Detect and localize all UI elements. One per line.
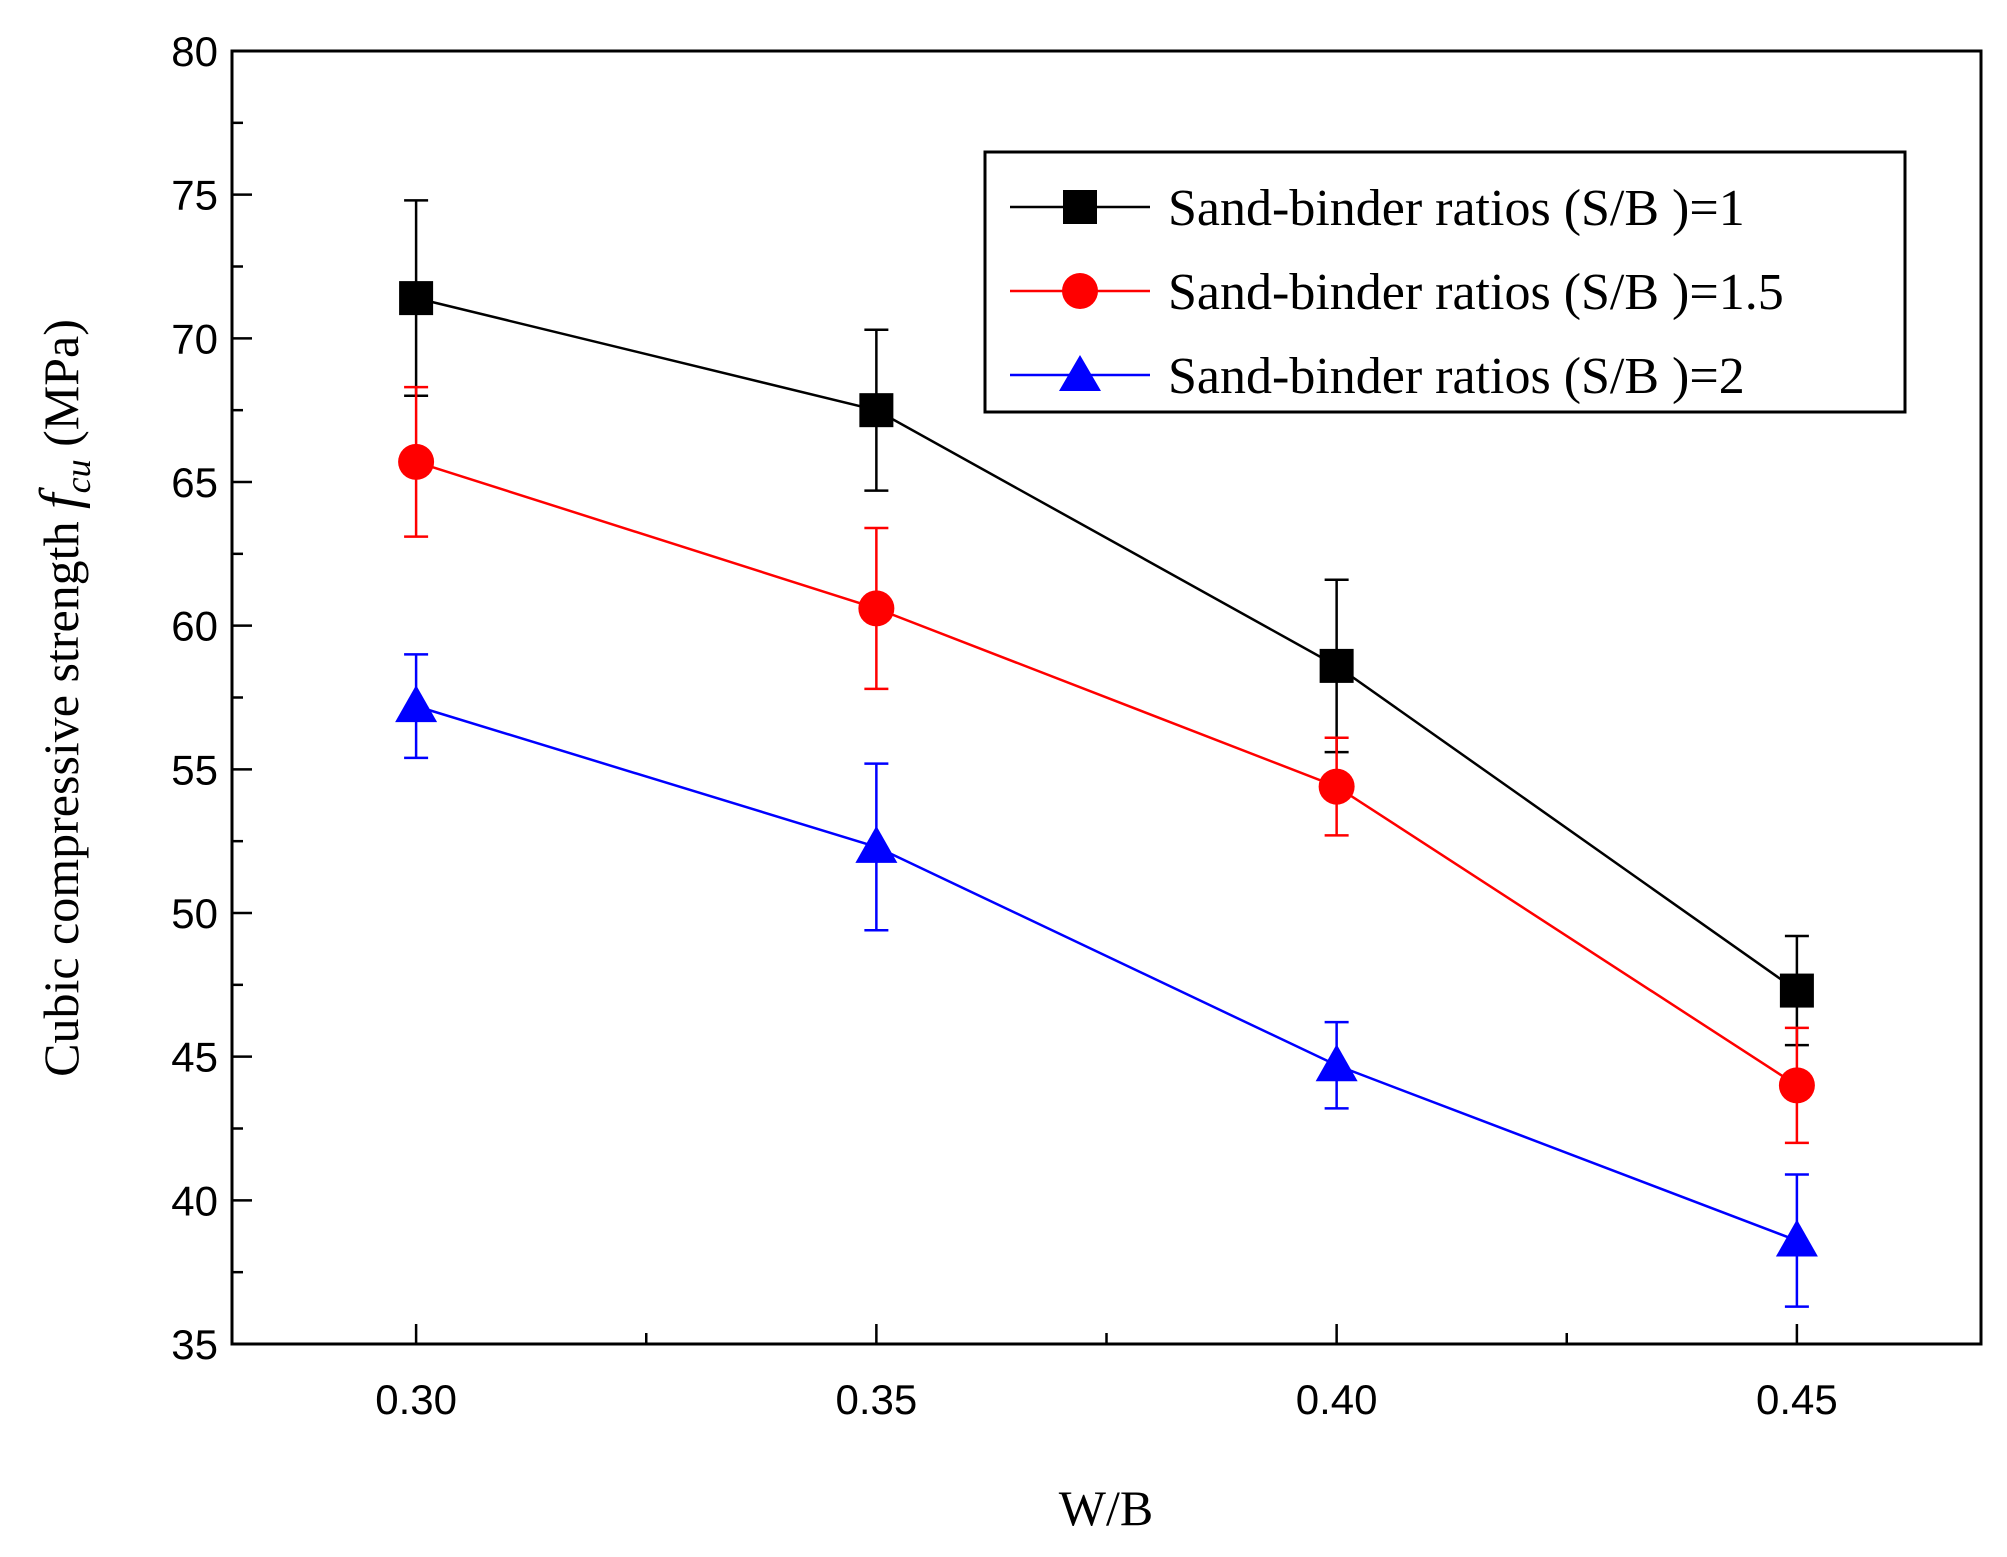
y-tick-label: 40 bbox=[171, 1177, 218, 1224]
data-point-square bbox=[1779, 973, 1814, 1008]
data-point-circle bbox=[1318, 768, 1355, 805]
y-axis: 35 40 45 50 55 60 65 70 75 80 bbox=[171, 28, 252, 1368]
series-line bbox=[415, 296, 1798, 992]
legend-marker-circle bbox=[1062, 273, 1098, 309]
x-tick-label: 0.35 bbox=[835, 1376, 917, 1423]
data-point-triangle bbox=[855, 825, 898, 863]
data-point-square bbox=[1319, 648, 1354, 683]
x-axis-title: W/B bbox=[1059, 1480, 1153, 1536]
legend-item-sb-2: Sand-binder ratios (S/B )=2 bbox=[1010, 348, 1745, 405]
series-layer bbox=[395, 199, 1818, 1308]
data-point-triangle bbox=[1315, 1044, 1358, 1082]
legend-item-sb-1-5: Sand-binder ratios (S/B )=1.5 bbox=[1010, 264, 1784, 321]
legend-box bbox=[983, 150, 1907, 414]
data-point-circle bbox=[1778, 1067, 1815, 1104]
legend-label-sb-2: Sand-binder ratios (S/B )=2 bbox=[1168, 348, 1745, 405]
x-tick-label: 0.30 bbox=[375, 1376, 457, 1423]
y-tick-label: 35 bbox=[171, 1321, 218, 1368]
legend-label-sb-1-5: Sand-binder ratios (S/B )=1.5 bbox=[1168, 264, 1784, 321]
legend-label-sb-1: Sand-binder ratios (S/B )=1 bbox=[1168, 180, 1745, 237]
y-axis-title-prefix: Cubic compressive strength bbox=[33, 509, 89, 1077]
y-axis-title-suffix: (MPa) bbox=[33, 319, 89, 459]
legend-marker-triangle bbox=[1059, 355, 1101, 391]
series-2 bbox=[398, 385, 1815, 1145]
y-tick-label: 50 bbox=[171, 890, 218, 937]
data-point-triangle bbox=[1775, 1219, 1818, 1257]
data-point-square bbox=[859, 393, 894, 428]
y-tick-label: 75 bbox=[171, 172, 218, 219]
series-3 bbox=[395, 653, 1818, 1308]
y-tick-label: 45 bbox=[171, 1034, 218, 1081]
legend-marker-square bbox=[1063, 190, 1097, 224]
data-point-circle bbox=[858, 590, 895, 627]
y-axis-title-subscript: cu bbox=[58, 459, 98, 493]
data-point-square bbox=[399, 281, 434, 316]
x-tick-label: 0.40 bbox=[1296, 1376, 1378, 1423]
series-line bbox=[415, 704, 1798, 1242]
x-axis: 0.30 0.35 0.40 0.45 bbox=[375, 1324, 1838, 1423]
y-axis-title: Cubic compressive strength fcu (MPa) bbox=[29, 319, 98, 1077]
y-tick-label: 60 bbox=[171, 603, 218, 650]
legend-item-sb-1: Sand-binder ratios (S/B )=1 bbox=[1010, 180, 1745, 237]
series-1 bbox=[399, 199, 1814, 1047]
y-tick-label: 80 bbox=[171, 28, 218, 75]
x-tick-label: 0.45 bbox=[1756, 1376, 1838, 1423]
y-tick-label: 70 bbox=[171, 315, 218, 362]
y-tick-label: 65 bbox=[171, 459, 218, 506]
data-point-triangle bbox=[395, 685, 438, 723]
legend: Sand-binder ratios (S/B )=1 Sand-binder … bbox=[983, 150, 1907, 414]
y-tick-label: 55 bbox=[171, 746, 218, 793]
data-point-circle bbox=[398, 443, 435, 480]
series-line bbox=[415, 460, 1798, 1087]
